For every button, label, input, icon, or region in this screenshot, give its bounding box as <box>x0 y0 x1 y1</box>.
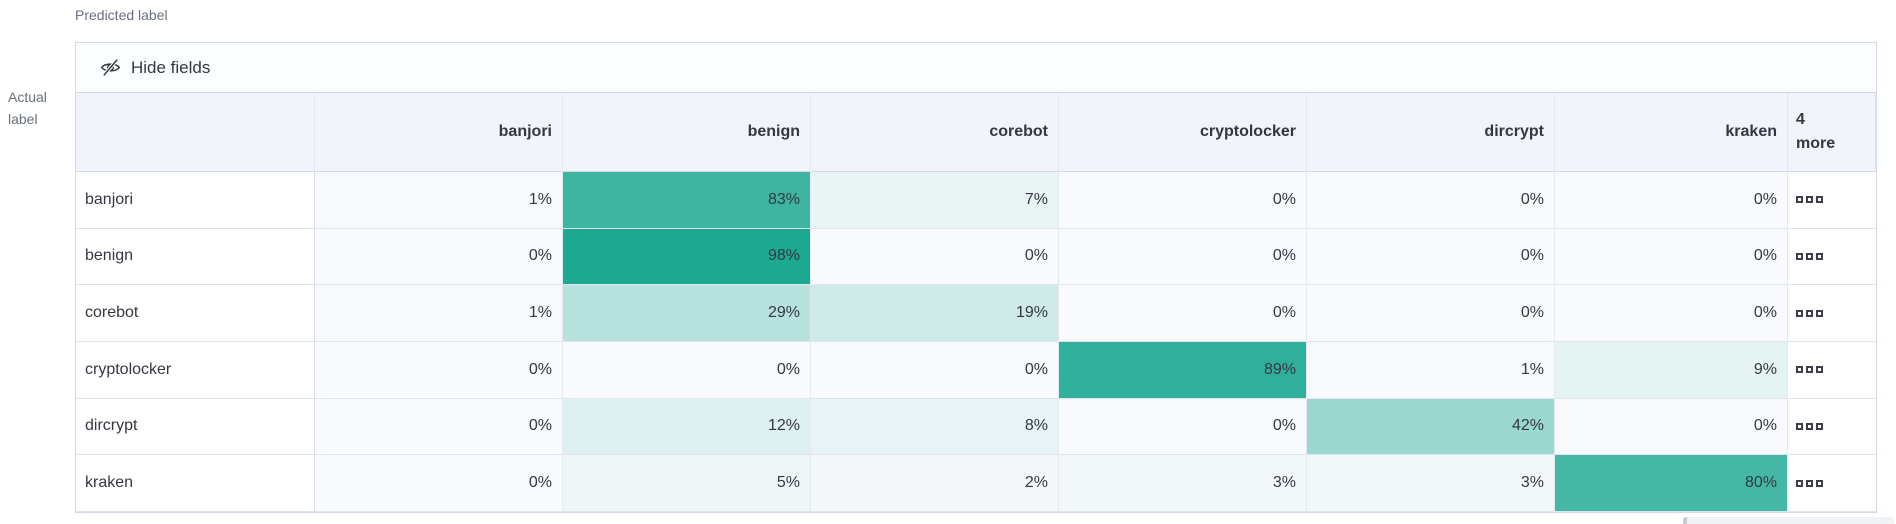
matrix-cell-kraken-corebot[interactable]: 2% <box>811 455 1059 512</box>
cell-expand-squares-icon <box>1796 422 1803 430</box>
matrix-cell-banjori-cryptolocker[interactable]: 0% <box>1059 172 1307 229</box>
matrix-cell-banjori-banjori[interactable]: 1% <box>315 172 563 229</box>
matrix-cell-benign-dircrypt[interactable]: 0% <box>1307 228 1555 286</box>
matrix-cell-kraken-benign[interactable]: 5% <box>563 455 811 512</box>
row-label-kraken[interactable]: kraken <box>76 455 315 512</box>
row-label-dircrypt[interactable]: dircrypt <box>76 398 315 456</box>
grid-toolbar: Hide fields <box>76 43 1876 93</box>
cell-expand-squares-icon <box>1816 422 1823 430</box>
matrix-cell-corebot-banjori[interactable]: 1% <box>315 285 563 342</box>
cell-expand-squares-icon <box>1816 252 1823 260</box>
matrix-cell-cryptolocker-kraken[interactable]: 9% <box>1555 341 1788 399</box>
more-columns-cell-corebot[interactable] <box>1788 285 1876 342</box>
cell-expand-squares-icon <box>1796 196 1803 204</box>
column-header-kraken[interactable]: kraken <box>1555 93 1788 172</box>
matrix-cell-kraken-dircrypt[interactable]: 3% <box>1307 455 1555 512</box>
matrix-cell-banjori-corebot[interactable]: 7% <box>811 172 1059 229</box>
matrix-cell-benign-corebot[interactable]: 0% <box>811 228 1059 286</box>
predicted-axis-label: Predicted label <box>75 7 168 23</box>
matrix-cell-benign-banjori[interactable]: 0% <box>315 228 563 286</box>
matrix-cell-corebot-cryptolocker[interactable]: 0% <box>1059 285 1307 342</box>
more-columns-cell-cryptolocker[interactable] <box>1788 341 1876 399</box>
column-header-benign[interactable]: benign <box>563 93 811 172</box>
matrix-cell-dircrypt-cryptolocker[interactable]: 0% <box>1059 398 1307 456</box>
matrix-cell-cryptolocker-cryptolocker[interactable]: 89% <box>1059 341 1307 399</box>
matrix-cell-kraken-cryptolocker[interactable]: 3% <box>1059 455 1307 512</box>
matrix-cell-cryptolocker-dircrypt[interactable]: 1% <box>1307 341 1555 399</box>
more-columns-cell-dircrypt[interactable] <box>1788 398 1876 456</box>
row-label-corebot[interactable]: corebot <box>76 285 315 342</box>
matrix-cell-dircrypt-kraken[interactable]: 0% <box>1555 398 1788 456</box>
cell-expand-squares-icon <box>1806 366 1813 374</box>
cell-expand-squares-icon <box>1806 252 1813 260</box>
matrix-cell-dircrypt-benign[interactable]: 12% <box>563 398 811 456</box>
cell-expand-squares-icon <box>1816 366 1823 374</box>
horizontal-scrollbar[interactable] <box>1683 517 1894 524</box>
matrix-cell-dircrypt-dircrypt[interactable]: 42% <box>1307 398 1555 456</box>
matrix-cell-cryptolocker-benign[interactable]: 0% <box>563 341 811 399</box>
matrix-cell-corebot-corebot[interactable]: 19% <box>811 285 1059 342</box>
matrix-cell-dircrypt-corebot[interactable]: 8% <box>811 398 1059 456</box>
confusion-matrix-table: banjori benign corebot cryptolocker dircrypt… <box>76 93 1876 512</box>
column-header-dircrypt[interactable]: dircrypt <box>1307 93 1555 172</box>
cell-expand-squares-icon <box>1796 479 1803 487</box>
column-header-banjori[interactable]: banjori <box>315 93 563 172</box>
matrix-cell-corebot-kraken[interactable]: 0% <box>1555 285 1788 342</box>
matrix-cell-banjori-kraken[interactable]: 0% <box>1555 172 1788 229</box>
cell-expand-squares-icon <box>1796 252 1803 260</box>
matrix-cell-cryptolocker-corebot[interactable]: 0% <box>811 341 1059 399</box>
matrix-cell-cryptolocker-banjori[interactable]: 0% <box>315 341 563 399</box>
cell-expand-squares-icon <box>1806 422 1813 430</box>
cell-expand-squares-icon <box>1806 309 1813 317</box>
column-header-corebot[interactable]: corebot <box>811 93 1059 172</box>
cell-expand-squares-icon <box>1816 196 1823 204</box>
more-columns-cell-benign[interactable] <box>1788 228 1876 286</box>
corner-header-cell <box>76 93 315 172</box>
matrix-cell-benign-benign[interactable]: 98% <box>563 228 811 286</box>
cell-expand-squares-icon <box>1806 479 1813 487</box>
matrix-cell-benign-kraken[interactable]: 0% <box>1555 228 1788 286</box>
cell-expand-squares-icon <box>1806 196 1813 204</box>
eye-slash-icon <box>100 57 121 78</box>
column-header-cryptolocker[interactable]: cryptolocker <box>1059 93 1307 172</box>
row-label-banjori[interactable]: banjori <box>76 172 315 229</box>
matrix-cell-kraken-kraken[interactable]: 80% <box>1555 455 1788 512</box>
cell-expand-squares-icon <box>1796 309 1803 317</box>
matrix-cell-benign-cryptolocker[interactable]: 0% <box>1059 228 1307 286</box>
column-header-more[interactable]: 4 more <box>1788 93 1876 172</box>
confusion-matrix-grid: Hide fields banjori benign corebot cryptolo… <box>75 42 1877 513</box>
cell-expand-squares-icon <box>1816 479 1823 487</box>
matrix-cell-kraken-banjori[interactable]: 0% <box>315 455 563 512</box>
matrix-cell-corebot-dircrypt[interactable]: 0% <box>1307 285 1555 342</box>
hide-fields-label: Hide fields <box>131 57 211 77</box>
scrollbar-thumb-edge[interactable] <box>1683 517 1687 524</box>
more-columns-cell-banjori[interactable] <box>1788 172 1876 229</box>
actual-axis-label-line2: label <box>8 111 38 127</box>
matrix-cell-dircrypt-banjori[interactable]: 0% <box>315 398 563 456</box>
matrix-cell-banjori-benign[interactable]: 83% <box>563 172 811 229</box>
matrix-cell-banjori-dircrypt[interactable]: 0% <box>1307 172 1555 229</box>
cell-expand-squares-icon <box>1796 366 1803 374</box>
more-columns-label: 4 more <box>1796 111 1836 152</box>
matrix-cell-corebot-benign[interactable]: 29% <box>563 285 811 342</box>
cell-expand-squares-icon <box>1816 309 1823 317</box>
more-columns-cell-kraken[interactable] <box>1788 455 1876 512</box>
hide-fields-button[interactable]: Hide fields <box>100 57 210 78</box>
row-label-benign[interactable]: benign <box>76 228 315 286</box>
row-label-cryptolocker[interactable]: cryptolocker <box>76 341 315 399</box>
actual-axis-label: Actual label <box>8 86 47 130</box>
actual-axis-label-line1: Actual <box>8 89 47 105</box>
